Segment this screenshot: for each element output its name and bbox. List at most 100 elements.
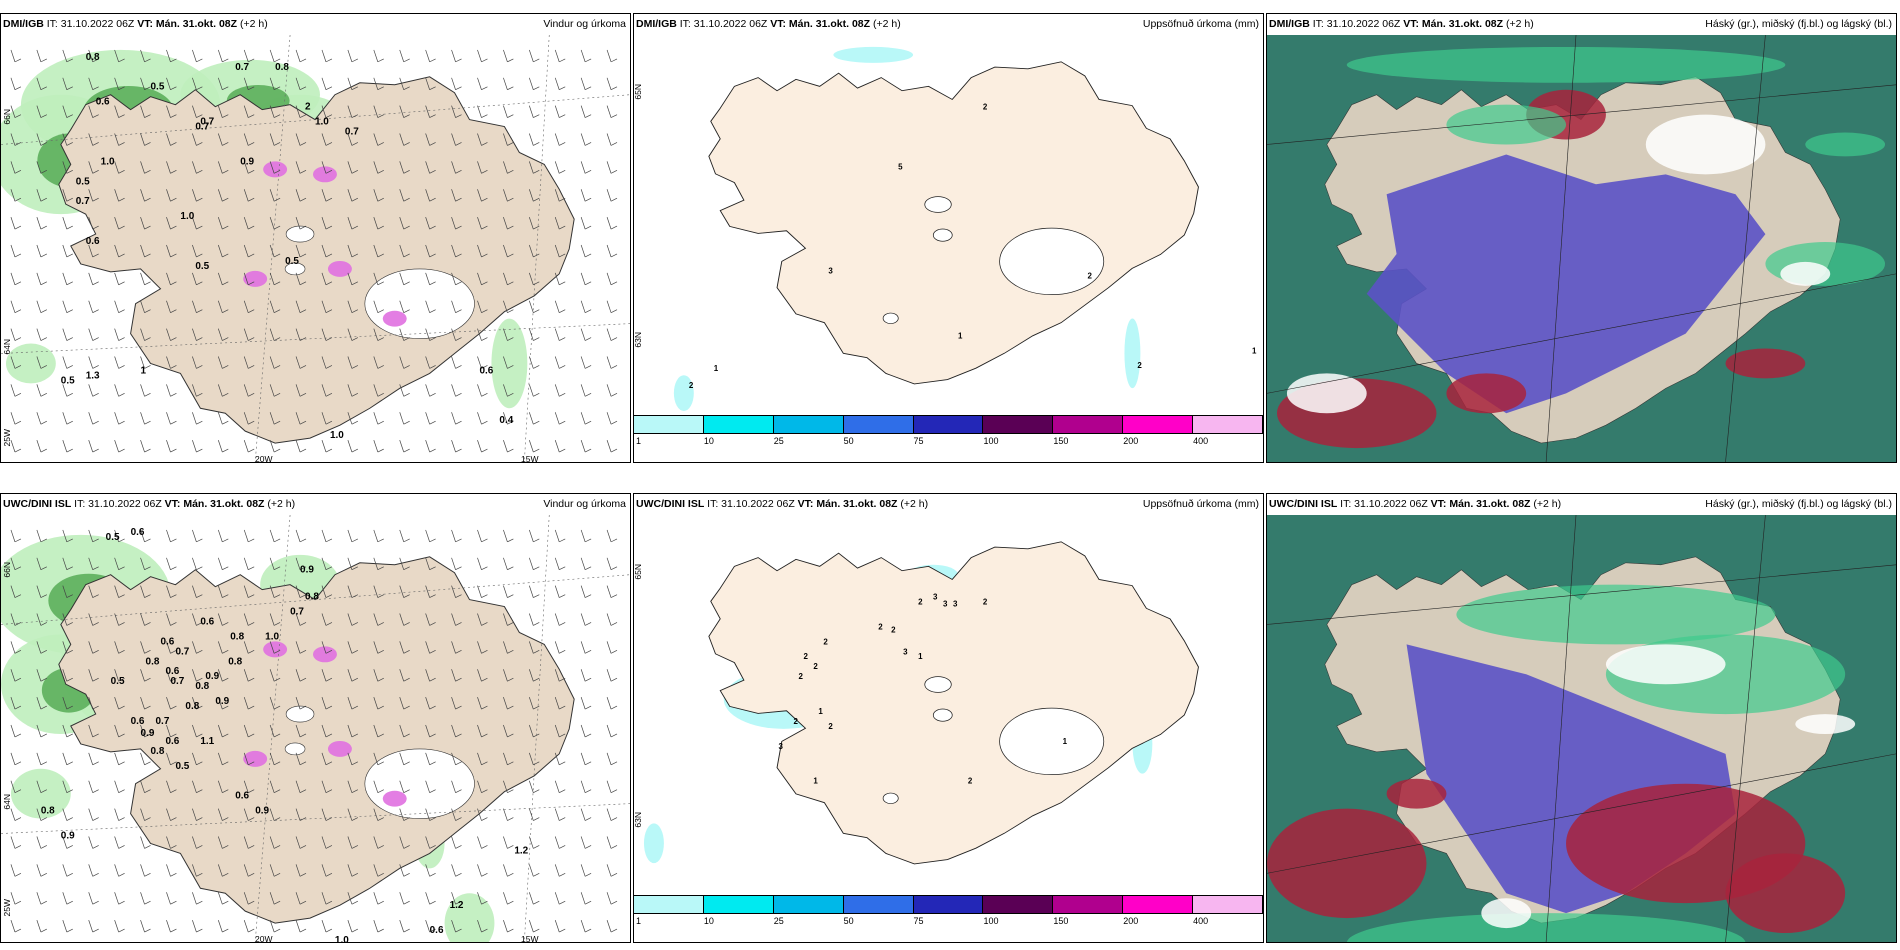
wind-barb xyxy=(269,217,275,230)
wind-barb xyxy=(88,529,94,542)
wind-barb-flag xyxy=(14,705,22,710)
wind-barb-flag xyxy=(533,197,540,202)
graticule-line xyxy=(1545,515,1577,942)
wind-barb-flag xyxy=(14,789,22,794)
wind-barb-flag xyxy=(351,197,359,202)
wind-barb xyxy=(451,529,456,542)
wind-barb xyxy=(477,864,482,877)
wind-barb-flag xyxy=(248,733,255,738)
wind-barb xyxy=(192,557,197,570)
wind-barb xyxy=(321,133,327,146)
wind-barb xyxy=(140,356,145,369)
wind-barb xyxy=(166,77,171,90)
wind-barb xyxy=(88,272,94,285)
wind-barb-flag xyxy=(455,900,462,905)
wind-barb xyxy=(295,919,301,933)
wind-barb-flag xyxy=(299,705,307,710)
wind-barb-flag xyxy=(610,253,618,258)
wind-map[interactable]: 0.5 0.6 0.9 0.8 0.7 0.6 0.8 0.8 1.0 0.6 0.7 0.8 0.6 0… xyxy=(1,515,630,942)
precip-value-label: 2 xyxy=(1088,272,1093,281)
wind-barb-flag xyxy=(429,650,436,654)
wind-barb-flag xyxy=(325,622,333,626)
wind-barb xyxy=(114,300,119,313)
wind-map[interactable]: 0.8 0.7 0.8 0.6 0.5 0.7 1.0 0.7 0.5 0.7 1.0 0.9 0.5 0… xyxy=(1,35,630,462)
wind-barb-flag xyxy=(351,928,359,933)
wind-barb-flag xyxy=(429,170,436,174)
wind-barb-flag xyxy=(403,761,410,766)
wind-barb-flag xyxy=(144,420,151,425)
precip-value-label: 1.1 xyxy=(200,736,214,747)
wind-barb xyxy=(295,864,301,877)
wind-barb xyxy=(451,919,456,933)
wind-barb xyxy=(140,836,145,849)
wind-barb-flag xyxy=(584,789,592,794)
wind-barb-flag xyxy=(481,309,488,314)
wind-barb-flag xyxy=(403,225,410,230)
wind-barb xyxy=(425,300,430,313)
wind-barb-flag xyxy=(429,197,436,202)
wind-barb-flag xyxy=(196,538,203,543)
wind-barb xyxy=(347,244,353,258)
wind-barb-flag xyxy=(170,114,177,118)
precip-value-label: 0.5 xyxy=(61,375,75,386)
wind-barb-flag xyxy=(273,365,281,369)
cloud-map[interactable] xyxy=(1267,35,1896,462)
precip-value-label: 0.6 xyxy=(86,236,100,247)
wind-barb xyxy=(295,49,301,62)
wind-barb xyxy=(554,724,560,738)
wind-barb xyxy=(140,641,145,654)
wind-barb-flag xyxy=(299,197,307,202)
cloud-map[interactable] xyxy=(1267,515,1896,942)
wind-barb-flag xyxy=(559,253,566,258)
wind-barb xyxy=(347,641,353,654)
wind-barb-flag xyxy=(507,566,514,571)
precip-value-label: 0.8 xyxy=(195,681,209,692)
lat-label: 63N xyxy=(633,812,643,828)
wind-barb xyxy=(347,892,353,905)
precip-value-label: 1 xyxy=(813,777,818,786)
glacier xyxy=(882,312,899,324)
wind-barb xyxy=(140,724,145,738)
panel-bottom-precip: UWC/DINI ISL IT: 31.10.2022 06Z VT: Mán.… xyxy=(633,493,1264,943)
lon-label: 15W xyxy=(521,454,539,463)
wind-barb-flag xyxy=(584,817,592,821)
wind-barb-flag xyxy=(144,622,151,626)
precip-value-label: 0.7 xyxy=(290,607,304,618)
wind-barb-flag xyxy=(196,253,203,258)
wind-barb xyxy=(217,328,223,341)
wind-barb-flag xyxy=(273,225,281,230)
wind-barb-flag xyxy=(40,281,48,286)
wind-barb xyxy=(321,892,327,905)
wind-barb-flag xyxy=(559,789,566,794)
precip-value-label: 0.8 xyxy=(275,62,289,73)
wind-barb-flag xyxy=(429,928,436,933)
wind-barb xyxy=(477,641,482,654)
wind-barb xyxy=(243,105,249,118)
precip-value-label: 0.9 xyxy=(300,565,314,576)
wind-barb xyxy=(192,161,197,174)
wind-barb-flag xyxy=(196,309,203,314)
wind-barb xyxy=(503,217,508,230)
wind-barb xyxy=(114,892,119,905)
wind-barb-flag xyxy=(610,677,618,682)
wind-barb xyxy=(373,49,379,62)
wind-barb xyxy=(503,808,508,821)
wind-barb xyxy=(528,557,534,570)
panel-title: Uppsöfnuð úrkoma (mm) xyxy=(1142,498,1259,510)
precip-value-label: 0.7 xyxy=(235,62,249,73)
wind-barb xyxy=(554,384,560,397)
wind-barb-flag xyxy=(533,281,540,286)
wind-barb xyxy=(192,585,197,598)
wind-barb xyxy=(606,557,612,570)
wind-barb xyxy=(88,49,94,62)
wind-barb xyxy=(528,892,534,905)
wind-barb xyxy=(503,724,508,738)
wind-barb-flag xyxy=(92,789,99,794)
precip-value-label: 3 xyxy=(953,600,958,609)
wind-barb xyxy=(62,780,68,793)
wind-barb-flag xyxy=(170,594,177,598)
wind-barb-flag xyxy=(92,58,99,63)
wind-barb-flag xyxy=(299,420,307,425)
